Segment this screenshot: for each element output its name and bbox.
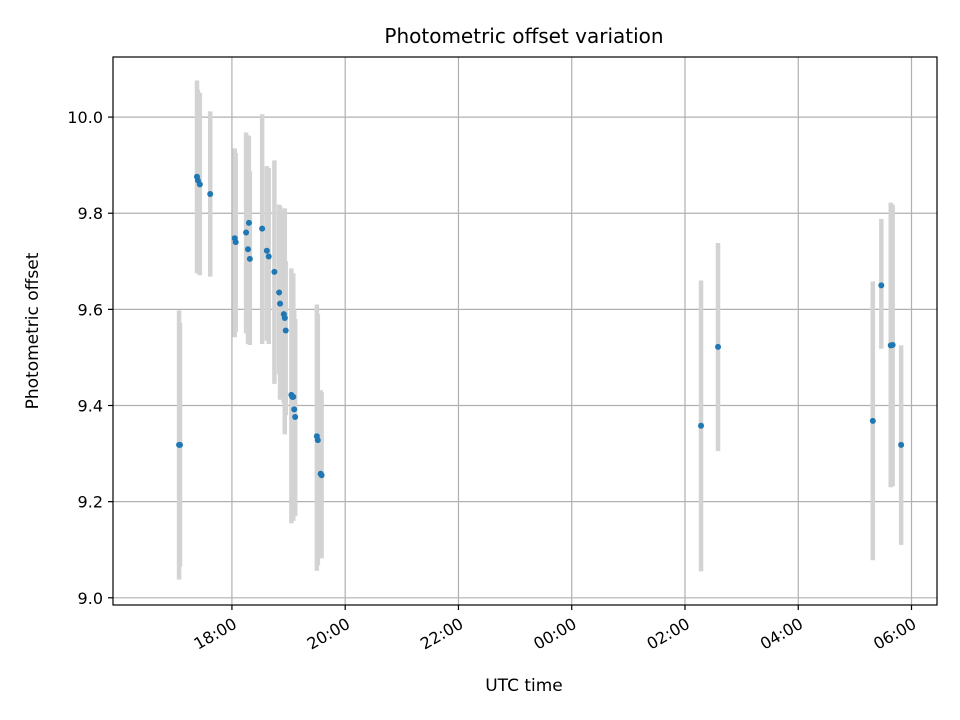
data-point: [869, 417, 876, 424]
y-tick-label: 9.4: [78, 397, 103, 416]
data-point: [207, 191, 214, 197]
data-point: [276, 289, 283, 296]
data-point: [177, 441, 184, 448]
data-point: [265, 253, 272, 260]
y-tick-label: 9.2: [78, 493, 103, 512]
data-point: [259, 225, 266, 232]
y-tick-label: 9.0: [78, 589, 103, 608]
data-point: [715, 343, 722, 350]
plot-frame: [112, 56, 938, 606]
data-point: [314, 437, 321, 444]
data-point: [245, 219, 252, 226]
data-point: [318, 472, 325, 479]
x-axis-label: UTC time: [485, 676, 563, 696]
y-axis-label: Photometric offset: [23, 252, 43, 409]
data-point: [291, 406, 298, 413]
data-point: [292, 414, 299, 421]
data-point: [246, 255, 253, 262]
data-point: [281, 315, 288, 322]
data-point: [271, 268, 278, 275]
data-point: [282, 327, 289, 334]
chart-title: Photometric offset variation: [384, 24, 663, 48]
data-point: [698, 422, 705, 429]
grid: [113, 57, 937, 605]
data-points: [176, 173, 905, 479]
y-tick-label: 9.8: [78, 204, 103, 223]
data-point: [196, 181, 203, 188]
data-point: [232, 239, 239, 246]
data-point: [244, 246, 251, 253]
data-point: [277, 300, 284, 307]
y-tick-label: 9.6: [78, 300, 103, 319]
y-tick-label: 10.0: [67, 108, 103, 127]
data-point: [878, 282, 885, 289]
data-point: [290, 393, 297, 400]
data-point: [263, 247, 270, 254]
data-point: [889, 341, 896, 348]
y-axis: 9.0 9.2 9.4 9.6 9.8 10.0: [67, 108, 113, 608]
data-point: [898, 441, 905, 448]
data-point: [243, 229, 250, 236]
